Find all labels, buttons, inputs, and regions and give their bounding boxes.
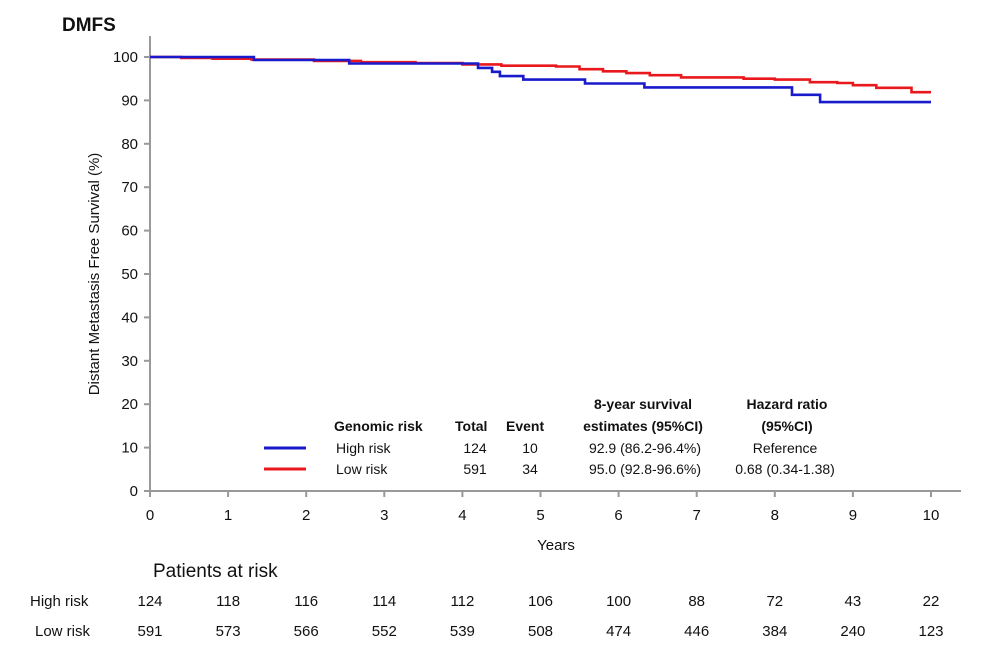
- risk-value-low-risk: 240: [840, 623, 865, 640]
- legend-header-surv-1: 8-year survival: [594, 396, 692, 412]
- risk-value-high-risk: 112: [450, 593, 474, 610]
- risk-value-high-risk: 22: [923, 593, 940, 610]
- axes: [149, 36, 961, 492]
- legend-table: Genomic risk Total Event 8-year survival…: [264, 396, 835, 477]
- y-tick-label: 80: [121, 136, 138, 153]
- x-axis-ticks: 0 1 2 3 4 5 6 7 8 9 10: [146, 491, 940, 524]
- risk-value-low-risk: 552: [372, 623, 397, 640]
- series-line-low-risk: [150, 55, 931, 94]
- legend-header-surv-2: estimates (95%CI): [583, 418, 703, 434]
- y-tick-label: 70: [121, 179, 138, 196]
- x-tick-label: 5: [536, 507, 544, 524]
- x-axis-label: Years: [537, 537, 575, 554]
- risk-value-high-risk: 88: [688, 593, 705, 610]
- y-axis-ticks: 0 10 20 30 40 50 60 70 80 90 100: [113, 49, 150, 500]
- x-tick-label: 4: [458, 507, 466, 524]
- x-tick-label: 9: [849, 507, 857, 524]
- y-tick-label: 50: [121, 266, 138, 283]
- risk-row-label-low-risk: Low risk: [35, 623, 91, 640]
- risk-value-high-risk: 118: [216, 593, 240, 610]
- y-axis-label: Distant Metastasis Free Survival (%): [86, 153, 103, 396]
- survival-curves: [150, 55, 931, 104]
- risk-value-high-risk: 72: [766, 593, 783, 610]
- legend-event-high-risk: 10: [522, 440, 538, 456]
- risk-value-high-risk: 106: [528, 593, 553, 610]
- legend-header-total: Total: [455, 418, 487, 434]
- chart-title: DMFS: [62, 15, 116, 36]
- x-tick-label: 7: [693, 507, 701, 524]
- series-line-high-risk: [150, 55, 931, 104]
- legend-header-hr-1: Hazard ratio: [747, 396, 828, 412]
- legend-label-high-risk: High risk: [336, 440, 391, 456]
- y-tick-label: 20: [121, 396, 138, 413]
- x-tick-label: 8: [771, 507, 779, 524]
- risk-value-low-risk: 539: [450, 623, 475, 640]
- legend-header-group: Genomic risk: [334, 418, 423, 434]
- risk-value-high-risk: 116: [294, 593, 318, 610]
- x-tick-label: 1: [224, 507, 232, 524]
- risk-value-low-risk: 123: [918, 623, 943, 640]
- y-tick-label: 90: [121, 92, 138, 109]
- legend-event-low-risk: 34: [522, 461, 538, 477]
- y-tick-label: 0: [130, 483, 138, 500]
- x-tick-label: 0: [146, 507, 154, 524]
- x-tick-label: 2: [302, 507, 310, 524]
- risk-value-high-risk: 100: [606, 593, 631, 610]
- x-tick-label: 3: [380, 507, 388, 524]
- legend-total-low-risk: 591: [463, 461, 487, 477]
- legend-total-high-risk: 124: [463, 440, 487, 456]
- risk-value-low-risk: 508: [528, 623, 553, 640]
- y-tick-label: 30: [121, 353, 138, 370]
- y-tick-label: 60: [121, 223, 138, 240]
- legend-header-hr-2: (95%CI): [761, 418, 812, 434]
- legend-surv-low-risk: 95.0 (92.8-96.6%): [589, 461, 701, 477]
- x-tick-label: 10: [923, 507, 940, 524]
- risk-value-low-risk: 591: [137, 623, 162, 640]
- risk-table-title: Patients at risk: [153, 561, 278, 582]
- risk-value-low-risk: 384: [762, 623, 787, 640]
- risk-value-low-risk: 566: [294, 623, 319, 640]
- y-tick-label: 40: [121, 309, 138, 326]
- risk-value-high-risk: 124: [137, 593, 162, 610]
- risk-table-values: 124 118 116 114 112 106 100 88 72 43 22 591 573 566 55…: [137, 593, 943, 640]
- risk-value-low-risk: 446: [684, 623, 709, 640]
- risk-value-low-risk: 573: [216, 623, 241, 640]
- y-tick-label: 100: [113, 49, 138, 66]
- legend-hr-high-risk: Reference: [753, 440, 818, 456]
- risk-value-high-risk: 114: [372, 593, 396, 610]
- legend-hr-low-risk: 0.68 (0.34-1.38): [735, 461, 835, 477]
- risk-value-low-risk: 474: [606, 623, 631, 640]
- legend-header-event: Event: [506, 418, 544, 434]
- x-tick-label: 6: [614, 507, 622, 524]
- risk-value-high-risk: 43: [845, 593, 862, 610]
- y-tick-label: 10: [121, 440, 138, 457]
- legend-label-low-risk: Low risk: [336, 461, 388, 477]
- risk-row-label-high-risk: High risk: [30, 593, 89, 610]
- legend-surv-high-risk: 92.9 (86.2-96.4%): [589, 440, 701, 456]
